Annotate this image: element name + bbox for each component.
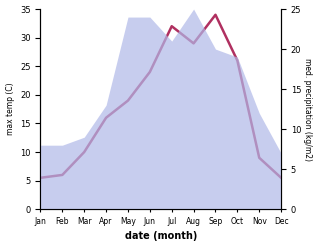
- X-axis label: date (month): date (month): [125, 231, 197, 242]
- Y-axis label: med. precipitation (kg/m2): med. precipitation (kg/m2): [303, 58, 313, 161]
- Y-axis label: max temp (C): max temp (C): [5, 83, 15, 135]
